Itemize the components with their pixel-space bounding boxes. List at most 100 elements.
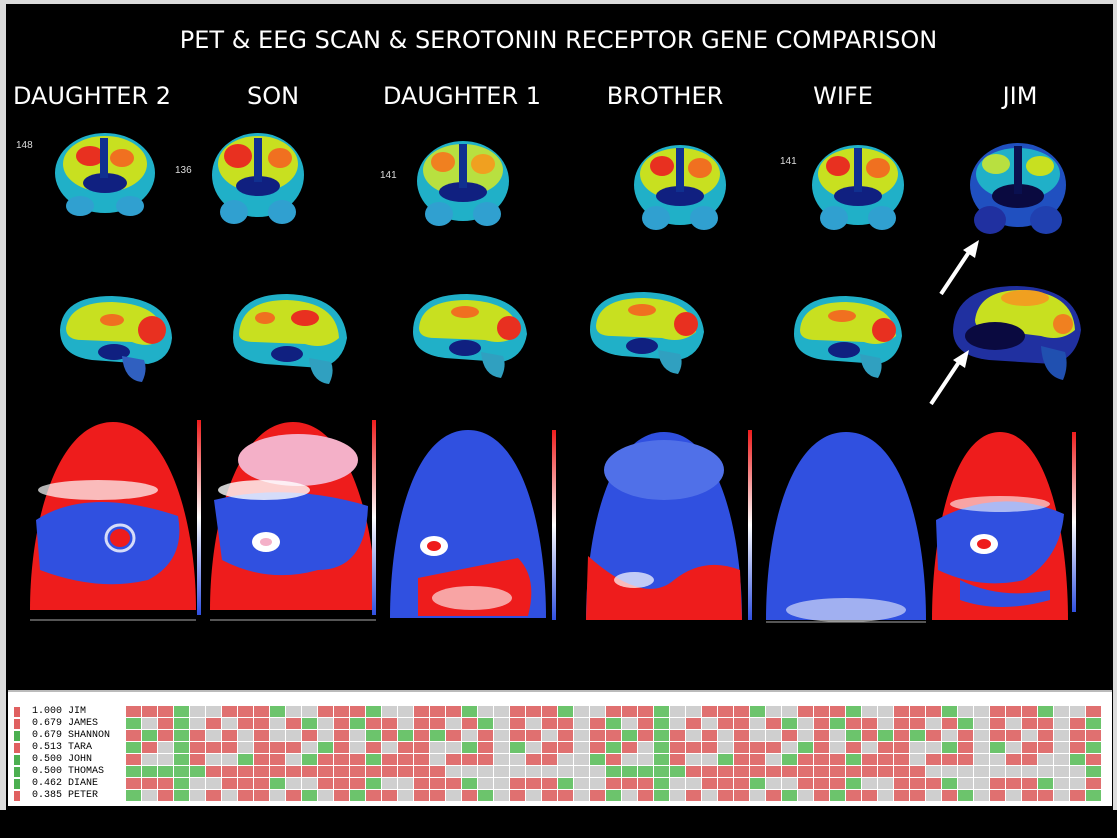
- genotype-cell: [734, 706, 750, 717]
- eeg-map-son: [210, 422, 376, 621]
- genotype-cell: [1006, 790, 1022, 801]
- genotype-cell: [846, 766, 862, 777]
- genotype-cell: [702, 754, 718, 765]
- genotype-cell: [702, 730, 718, 741]
- genotype-cell: [782, 730, 798, 741]
- genotype-cell: [942, 730, 958, 741]
- gene-row[interactable]: 0.679 SHANNON: [8, 730, 1112, 742]
- genotype-cell: [574, 706, 590, 717]
- genotype-cell: [654, 778, 670, 789]
- genotype-cell: [398, 742, 414, 753]
- genotype-cell: [1022, 778, 1038, 789]
- gene-comparison-panel: 1.000 JIM 0.679 JAMES 0.679 SHANNON 0.51…: [8, 690, 1112, 806]
- gene-row[interactable]: 0.500 THOMAS: [8, 766, 1112, 778]
- genotype-cell: [1022, 790, 1038, 801]
- row-score: 0.500: [32, 766, 63, 777]
- genotype-cell: [254, 742, 270, 753]
- genotype-cell: [846, 742, 862, 753]
- genotype-cell: [430, 778, 446, 789]
- genotype-cell: [238, 730, 254, 741]
- genotype-cell: [846, 718, 862, 729]
- genotype-cell: [478, 730, 494, 741]
- genotype-cell: [942, 718, 958, 729]
- genotype-cell: [894, 706, 910, 717]
- eeg-color-scale: [552, 430, 556, 620]
- genotype-cell: [1022, 706, 1038, 717]
- genotype-cell: [318, 706, 334, 717]
- genotype-cell: [398, 790, 414, 801]
- genotype-cell: [478, 766, 494, 777]
- genotype-cell: [590, 778, 606, 789]
- genotype-cell: [1006, 706, 1022, 717]
- genotype-cell: [382, 718, 398, 729]
- genotype-cell: [718, 766, 734, 777]
- genotype-cell: [270, 706, 286, 717]
- genotype-cell: [750, 706, 766, 717]
- genotype-cell: [686, 706, 702, 717]
- genotype-cell: [174, 754, 190, 765]
- genotype-cell: [174, 778, 190, 789]
- gene-row[interactable]: 0.500 JOHN: [8, 754, 1112, 766]
- genotype-cell: [238, 790, 254, 801]
- gene-row[interactable]: 0.513 TARA: [8, 742, 1112, 754]
- genotype-cell: [814, 718, 830, 729]
- genotype-cell: [910, 742, 926, 753]
- pet-sagittal-brother: [590, 292, 704, 374]
- genotype-cell: [462, 778, 478, 789]
- gene-row[interactable]: 0.462 DIANE: [8, 778, 1112, 790]
- genotype-cell: [286, 754, 302, 765]
- genotype-cell: [1006, 718, 1022, 729]
- genotype-cell: [1022, 754, 1038, 765]
- genotype-cell: [654, 730, 670, 741]
- gene-row[interactable]: 0.679 JAMES: [8, 718, 1112, 730]
- genotype-cell: [462, 754, 478, 765]
- genotype-cell: [830, 778, 846, 789]
- genotype-cell: [494, 718, 510, 729]
- genotype-cell: [558, 754, 574, 765]
- row-score: 1.000: [32, 706, 63, 717]
- genotype-cell: [142, 790, 158, 801]
- genotype-cell: [798, 754, 814, 765]
- genotype-cell: [814, 790, 830, 801]
- genotype-cell: [1038, 730, 1054, 741]
- gene-row[interactable]: 1.000 JIM: [8, 706, 1112, 718]
- genotype-cell: [766, 778, 782, 789]
- genotype-cell: [382, 742, 398, 753]
- genotype-cell: [142, 718, 158, 729]
- genotype-cell: [366, 730, 382, 741]
- genotype-cell: [318, 742, 334, 753]
- genotype-cell: [526, 718, 542, 729]
- genotype-cell: [590, 742, 606, 753]
- genotype-cell: [190, 754, 206, 765]
- genotype-cell: [574, 778, 590, 789]
- genotype-cell: [254, 718, 270, 729]
- genotype-cell: [158, 754, 174, 765]
- genotype-cell: [606, 706, 622, 717]
- genotype-cell: [286, 718, 302, 729]
- gene-row[interactable]: 0.385 PETER: [8, 790, 1112, 802]
- genotype-cell: [526, 766, 542, 777]
- genotype-cell: [974, 778, 990, 789]
- genotype-cell: [462, 718, 478, 729]
- genotype-cell: [494, 730, 510, 741]
- genotype-cell: [414, 790, 430, 801]
- column-label-wife: WIFE: [813, 82, 873, 110]
- eeg-color-scale: [372, 420, 376, 615]
- genotype-cell: [590, 706, 606, 717]
- genotype-cell: [670, 742, 686, 753]
- genotype-cell: [910, 706, 926, 717]
- genotype-cell: [990, 706, 1006, 717]
- genotype-cell: [478, 790, 494, 801]
- row-score: 0.385: [32, 790, 63, 801]
- genotype-cell: [926, 718, 942, 729]
- genotype-cell: [1006, 778, 1022, 789]
- genotype-cell: [750, 742, 766, 753]
- genotype-cell: [302, 790, 318, 801]
- genotype-cell: [782, 754, 798, 765]
- genotype-cell: [510, 790, 526, 801]
- genotype-cell: [862, 706, 878, 717]
- genotype-cell: [238, 742, 254, 753]
- genotype-cell: [846, 754, 862, 765]
- row-name: JAMES: [68, 718, 99, 729]
- genotype-cell: [830, 766, 846, 777]
